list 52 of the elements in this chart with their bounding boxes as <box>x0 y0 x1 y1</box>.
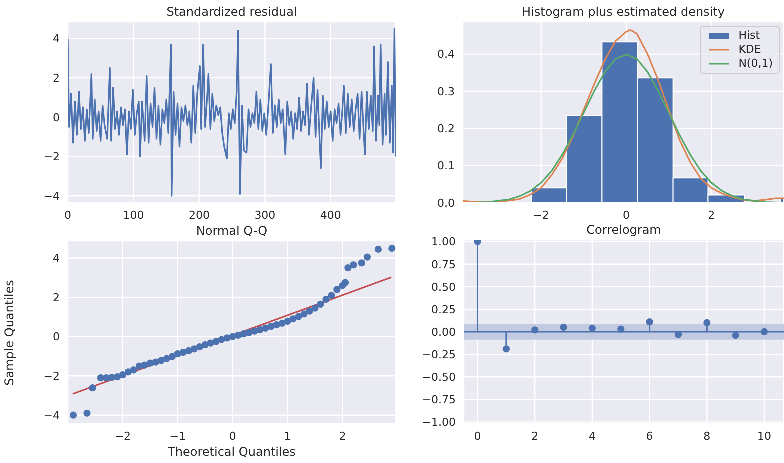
x-tick-label: −2 <box>114 430 132 443</box>
y-tick-label: 0 <box>53 330 60 344</box>
y-tick-label: 0.25 <box>432 303 456 316</box>
y-tick-label: 0 <box>53 111 60 124</box>
y-tick-label: 0.0 <box>438 196 455 210</box>
y-tick-label: −1.00 <box>422 416 456 430</box>
y-tick-label: −2 <box>44 150 60 164</box>
y-tick-label: −4 <box>44 409 60 422</box>
chart-title: Normal Q-Q <box>195 224 269 238</box>
chart-title: Correlogram <box>586 223 662 237</box>
x-tick-label: 0 <box>622 208 630 222</box>
y-tick-label: 0.4 <box>438 48 455 62</box>
y-tick-label: 0.2 <box>438 122 455 136</box>
x-tick-label: 100 <box>123 208 144 222</box>
x-tick-label: 4 <box>588 430 596 443</box>
x-tick-label: 1 <box>284 430 292 443</box>
y-axis-title: Sample Quantiles <box>2 278 17 388</box>
x-tick-label: 2 <box>532 430 539 443</box>
x-axis-title: Theoretical Quantiles <box>167 445 297 459</box>
legend-label: N(0,1) <box>738 57 773 71</box>
y-tick-label: 4 <box>53 252 60 266</box>
chart-title: Histogram plus estimated density <box>521 5 726 19</box>
y-tick-label: 0.00 <box>432 326 456 339</box>
x-tick-label: 300 <box>254 208 276 222</box>
y-tick-label: −0.75 <box>422 394 456 407</box>
y-tick-label: 0.75 <box>432 258 456 272</box>
chart-title: Standardized residual <box>166 5 298 19</box>
y-tick-label: 1.00 <box>432 236 456 249</box>
x-tick-label: 0 <box>474 430 482 443</box>
legend-label: Hist <box>738 29 760 43</box>
y-tick-label: 0.1 <box>438 160 455 173</box>
x-tick-label: 400 <box>320 208 342 222</box>
x-tick-label: 10 <box>758 430 772 443</box>
legend-label: KDE <box>738 43 762 57</box>
x-tick-label: 0 <box>229 430 236 443</box>
y-tick-label: 2 <box>53 291 60 304</box>
x-tick-label: −2 <box>533 208 550 222</box>
x-tick-label: 2 <box>339 430 346 443</box>
x-tick-label: 0 <box>64 208 72 222</box>
y-tick-label: 0.3 <box>438 85 455 98</box>
y-tick-label: 2 <box>53 72 60 85</box>
y-tick-label: −0.50 <box>422 371 456 384</box>
x-tick-label: 6 <box>646 430 654 443</box>
x-tick-label: 2 <box>708 208 716 222</box>
y-tick-label: −2 <box>44 370 60 383</box>
y-tick-label: −4 <box>44 190 60 204</box>
x-tick-label: 8 <box>704 430 711 443</box>
x-tick-label: 200 <box>188 208 210 222</box>
y-tick-label: 0.50 <box>432 280 456 294</box>
x-tick-label: −1 <box>170 430 186 443</box>
y-tick-label: −0.25 <box>422 348 456 362</box>
y-tick-label: 4 <box>53 32 60 46</box>
